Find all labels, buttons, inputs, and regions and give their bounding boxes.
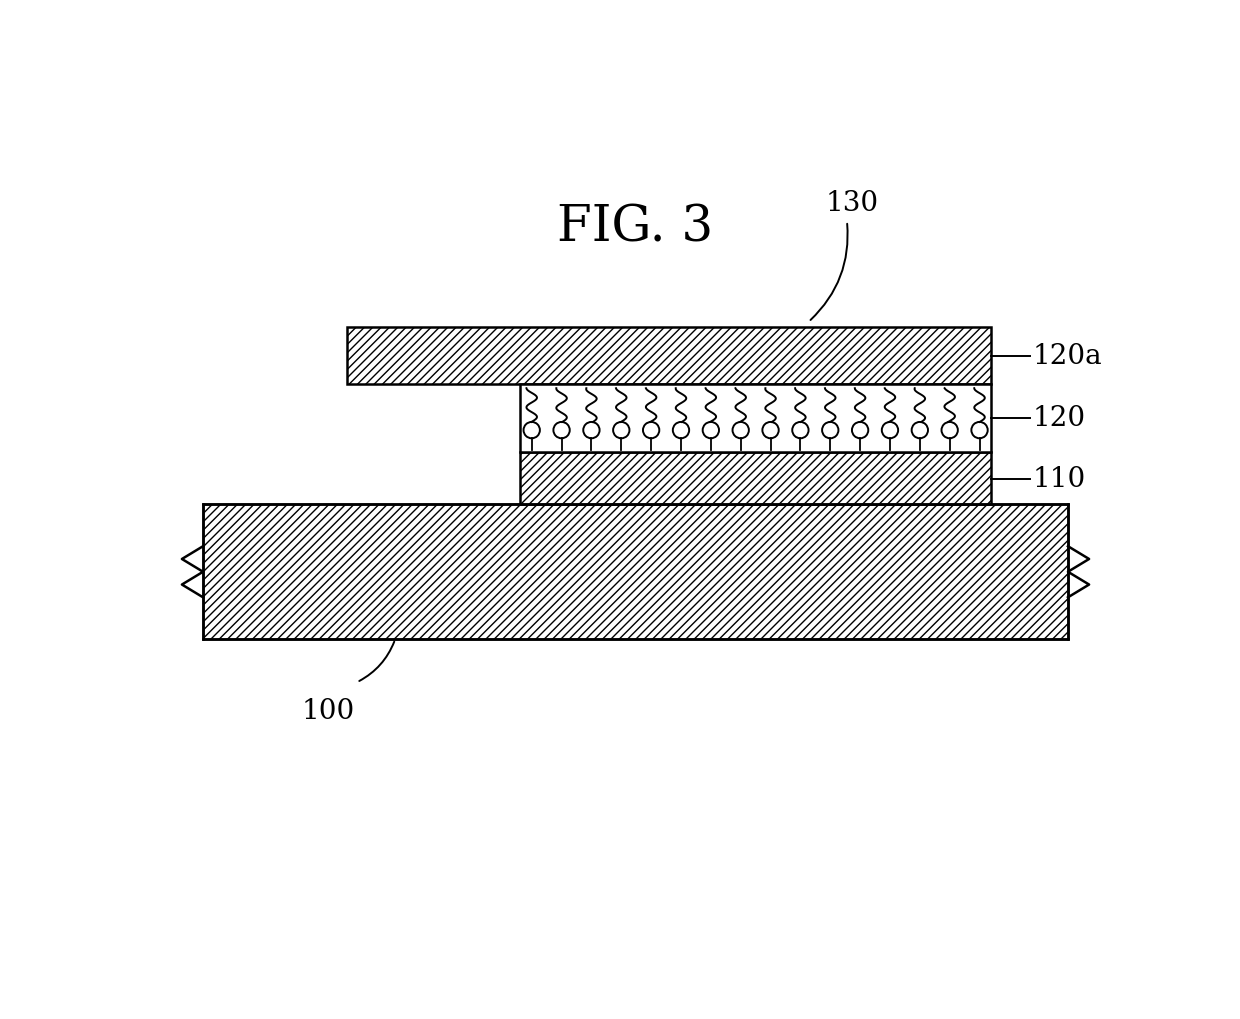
Text: 120a: 120a [1033, 342, 1102, 370]
Bar [521, 452, 991, 505]
FancyArrowPatch shape [360, 642, 394, 682]
Text: FIG. 3: FIG. 3 [557, 203, 714, 252]
Bar [521, 385, 991, 452]
Text: 100: 100 [301, 697, 355, 723]
Text: 120: 120 [1033, 406, 1085, 432]
Text: 110: 110 [1033, 466, 1086, 492]
FancyArrowPatch shape [811, 224, 848, 321]
Bar [203, 505, 1068, 639]
Bar [347, 327, 991, 385]
Text: 130: 130 [825, 190, 878, 217]
